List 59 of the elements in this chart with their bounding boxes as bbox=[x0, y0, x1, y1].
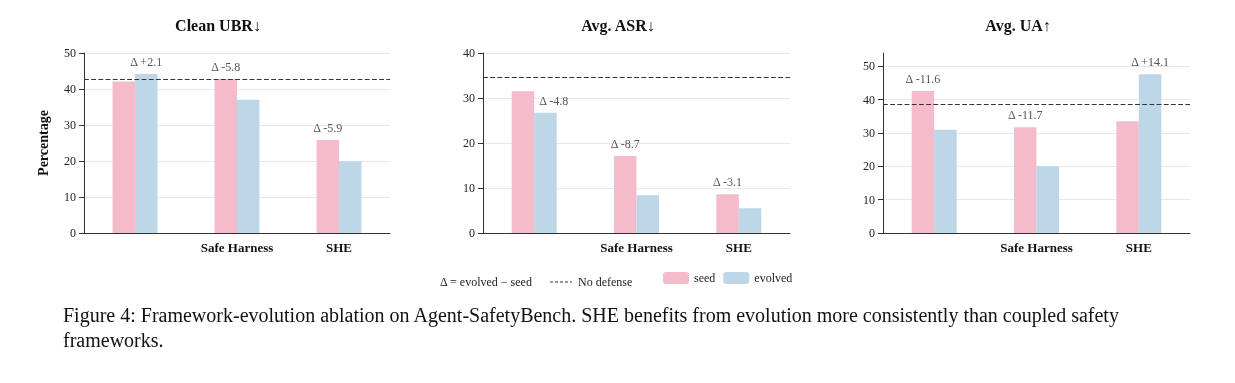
chart-title: Clean UBR↓ bbox=[174, 16, 261, 34]
y-tick-label: 50 bbox=[862, 59, 875, 74]
legend-label: No defense bbox=[577, 275, 632, 289]
legend-label: evolved bbox=[753, 271, 792, 285]
chart-title: Avg. UA↑ bbox=[984, 16, 1051, 35]
y-tick-label: 30 bbox=[63, 118, 76, 132]
x-tick-label: Safe Harness bbox=[999, 240, 1073, 255]
bar bbox=[533, 112, 557, 233]
bar bbox=[911, 91, 934, 233]
annotation: Δ -11.6 bbox=[905, 72, 940, 86]
bar bbox=[338, 161, 361, 233]
caption: Figure 4: Framework-evolution ablation on Agent-SafetyBench. SHE benefits from evolution more consistently than coupled safety frameworks. bbox=[63, 303, 1120, 353]
y-tick-label: 10 bbox=[862, 192, 875, 207]
bar bbox=[511, 91, 534, 233]
bar bbox=[715, 194, 739, 233]
bar bbox=[1138, 74, 1161, 233]
annotation: Δ -3.1 bbox=[712, 175, 742, 190]
y-tick-label: 20 bbox=[63, 154, 76, 168]
x-tick-label: Safe Harness bbox=[599, 240, 673, 255]
bar bbox=[636, 195, 659, 233]
chart-title: Avg. ASR↓ bbox=[580, 16, 655, 35]
bar bbox=[613, 156, 636, 233]
annotation: Δ -5.8 bbox=[210, 59, 240, 74]
y-axis-title: Percentage bbox=[35, 110, 50, 176]
y-tick-label: 30 bbox=[862, 126, 875, 140]
x-tick-label: SHE bbox=[1125, 240, 1152, 255]
y-tick-label: 10 bbox=[462, 181, 475, 195]
annotation: Δ +2.1 bbox=[129, 54, 162, 69]
bar bbox=[236, 99, 259, 233]
y-tick-label: 10 bbox=[63, 190, 76, 204]
y-tick-label: 50 bbox=[63, 46, 76, 60]
bar bbox=[112, 81, 135, 233]
annotation: Δ -8.7 bbox=[610, 137, 640, 152]
y-tick-label: 20 bbox=[862, 159, 875, 174]
y-tick-label: 30 bbox=[462, 91, 475, 105]
x-tick-label: Safe Harness bbox=[200, 240, 273, 255]
y-tick-label: 0 bbox=[868, 226, 875, 240]
annotation: Δ -4.8 bbox=[538, 93, 568, 108]
bar bbox=[316, 140, 339, 233]
annotation: Δ -11.7 bbox=[1007, 108, 1043, 123]
x-tick-label: SHE bbox=[325, 240, 352, 255]
annotation: Δ +14.1 bbox=[1130, 55, 1169, 70]
text: Δ = evolved − seed bbox=[439, 275, 532, 289]
bar bbox=[214, 78, 237, 233]
bar bbox=[933, 129, 957, 233]
y-tick-label: 40 bbox=[862, 92, 875, 107]
y-tick-label: 20 bbox=[462, 136, 475, 150]
x-tick-label: SHE bbox=[725, 240, 752, 255]
bar bbox=[134, 73, 157, 233]
bar bbox=[1036, 166, 1059, 233]
y-tick-label: 0 bbox=[468, 226, 475, 240]
legend-label: seed bbox=[693, 271, 715, 285]
bar bbox=[738, 208, 761, 233]
annotation: Δ -5.9 bbox=[312, 121, 342, 136]
bar bbox=[1013, 127, 1036, 233]
bar bbox=[1115, 121, 1139, 233]
y-tick-label: 0 bbox=[69, 226, 76, 240]
y-tick-label: 40 bbox=[462, 46, 475, 60]
y-tick-label: 40 bbox=[63, 82, 76, 96]
